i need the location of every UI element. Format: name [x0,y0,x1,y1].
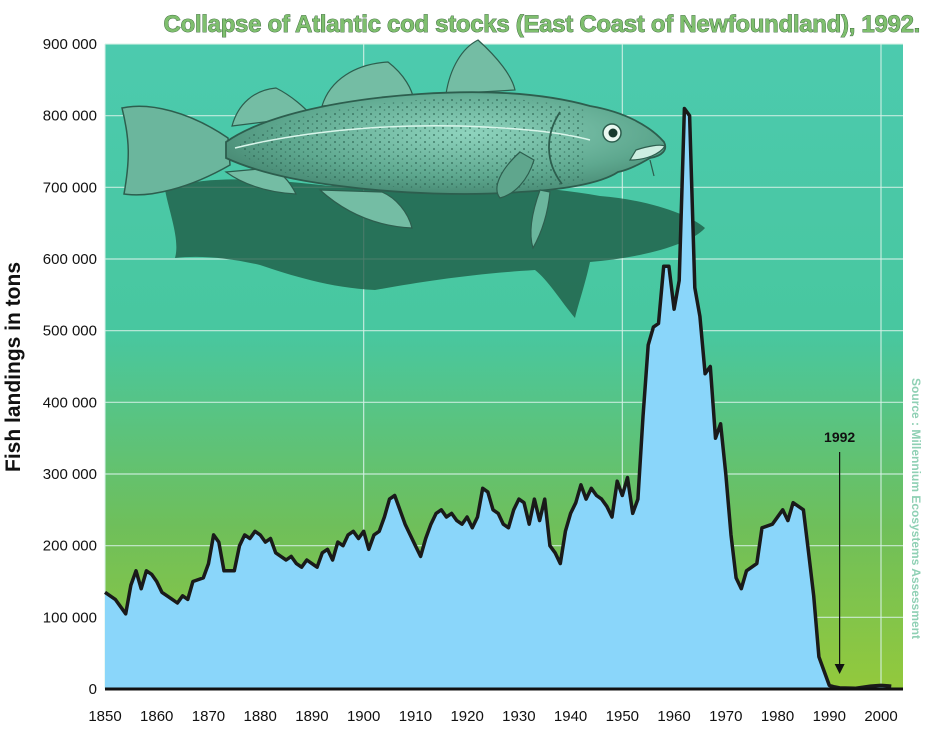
y-tick-label: 0 [89,681,97,698]
x-tick-label: 1850 [88,708,121,725]
x-tick-label: 1890 [295,708,328,725]
cod-fish-illustration [121,39,705,318]
annotation-label: 1992 [824,429,855,445]
y-axis-label: Fish landings in tons [2,262,25,472]
fish-body-spots [240,98,585,190]
x-tick-label: 1990 [813,708,846,725]
fish-shadow [165,179,705,318]
fish-pectoral-fin [496,151,535,199]
x-tick-label: 2000 [864,708,897,725]
landings-area [105,108,892,689]
y-tick-label: 200 000 [43,538,97,555]
annotation-1992: 1992 [824,429,855,674]
y-tick-label: 600 000 [43,251,97,268]
x-tick-label: 1900 [347,708,380,725]
y-tick-label: 300 000 [43,466,97,483]
y-tick-label: 400 000 [43,394,97,411]
x-tick-label: 1950 [606,708,639,725]
x-tick-label: 1940 [554,708,587,725]
annotation-arrow-head [834,664,845,674]
x-tick-label: 1970 [709,708,742,725]
fish-pelvic-fin [530,189,551,250]
x-tick-labels: 1850 1860 1870 1880 1890 1900 1910 1920 1930 1940… [88,708,897,725]
y-tick-labels: 0 100 000 200 000 300 000 400 000 500 000 600 … [43,36,97,698]
x-tick-label: 1870 [192,708,225,725]
x-tick-label: 1980 [761,708,794,725]
fish-anal-fin-2 [318,189,413,229]
x-tick-label: 1910 [399,708,432,725]
x-tick-label: 1880 [244,708,277,725]
fish-lateral-line [234,124,591,149]
y-tick-label: 500 000 [43,323,97,340]
fish-gill-cover [548,111,563,185]
fish-tail [121,105,231,196]
x-tick-label: 1920 [450,708,483,725]
y-tick-label: 700 000 [43,179,97,196]
x-tick-label: 1930 [502,708,535,725]
fish-dorsal-fin-3 [445,39,516,95]
fish-mouth [628,144,666,161]
y-tick-label: 100 000 [43,609,97,626]
fish-pupil [608,128,618,138]
x-tick-label: 1960 [657,708,690,725]
y-tick-label: 800 000 [43,108,97,125]
fish-dorsal-fin-2 [321,61,415,107]
landings-line [104,106,892,691]
y-tick-label: 900 000 [43,36,97,53]
chart-title: Collapse of Atlantic cod stocks (East Co… [164,11,920,38]
x-tick-label: 1860 [140,708,173,725]
source-credit: Source : Millennium Ecosystems Assessmen… [909,378,923,639]
fish-barbel [649,159,655,177]
